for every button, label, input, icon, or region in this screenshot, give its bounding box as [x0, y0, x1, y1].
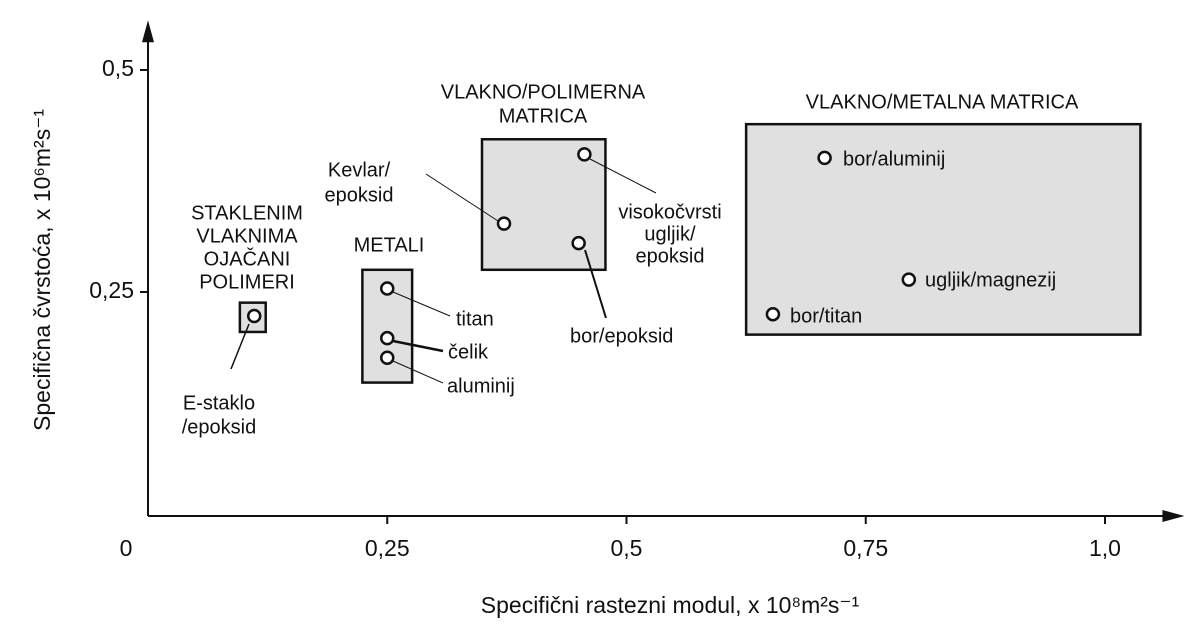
leader-line — [584, 249, 607, 319]
x-axis-arrow — [1162, 510, 1185, 522]
leader-line — [392, 339, 444, 353]
group-label: MATRICA — [499, 105, 588, 127]
x-tick-label: 0,5 — [611, 535, 643, 561]
group-box — [744, 122, 1142, 336]
point — [571, 235, 586, 251]
point — [817, 150, 832, 166]
point-label: čelik — [448, 341, 489, 363]
y-axis-arrow — [142, 20, 154, 43]
group-label: OJAČANI — [204, 247, 291, 270]
point-label: epoksid — [325, 184, 394, 206]
point-label: titan — [456, 308, 494, 330]
point — [577, 147, 592, 162]
point — [246, 308, 262, 324]
leader-line — [589, 158, 657, 194]
point — [901, 272, 917, 287]
group-label: METALI — [354, 234, 425, 256]
point-label: visokočvrsti — [618, 201, 721, 223]
point — [380, 281, 395, 296]
point-label: bor/titan — [790, 305, 862, 327]
leader-line — [392, 291, 451, 317]
leader-line — [392, 360, 444, 384]
x-axis-label: Specifični rastezni modul, x 10⁸m²s⁻¹ — [481, 592, 860, 618]
x-tick-label: 0 — [120, 535, 133, 561]
point-label: ugljik/magnezij — [925, 269, 1056, 291]
y-axis-label: Specifična čvrstoća, x 10⁶m²s⁻¹ — [29, 109, 55, 431]
point-label: epoksid — [636, 245, 705, 267]
x-tick-label: 0,75 — [843, 535, 888, 561]
point-label: bor/aluminij — [843, 148, 945, 170]
point-label: E-staklo — [183, 392, 255, 414]
group-label: VLAKNO/METALNA MATRICA — [806, 91, 1079, 113]
group-label: VLAKNO/POLIMERNA — [441, 81, 646, 103]
x-tick-label: 1,0 — [1089, 535, 1121, 561]
point-label: ugljik/ — [644, 223, 696, 245]
y-tick-label: 0,5 — [102, 55, 134, 81]
point-label: bor/epoksid — [570, 325, 673, 347]
leader-line — [230, 323, 250, 370]
group-label: POLIMERI — [199, 271, 295, 293]
point-label: Kevlar/ — [328, 159, 391, 181]
point-label: /epoksid — [182, 416, 257, 438]
group-label: STAKLENIM — [191, 202, 303, 224]
point-label: aluminij — [447, 375, 515, 397]
group-label: VLAKNIMA — [196, 225, 298, 247]
x-tick-label: 0,25 — [365, 535, 410, 561]
point — [765, 306, 781, 322]
leader-line — [425, 173, 499, 222]
y-tick-label: 0,25 — [89, 277, 134, 303]
point — [380, 330, 395, 346]
point — [380, 350, 395, 365]
point — [496, 216, 512, 231]
